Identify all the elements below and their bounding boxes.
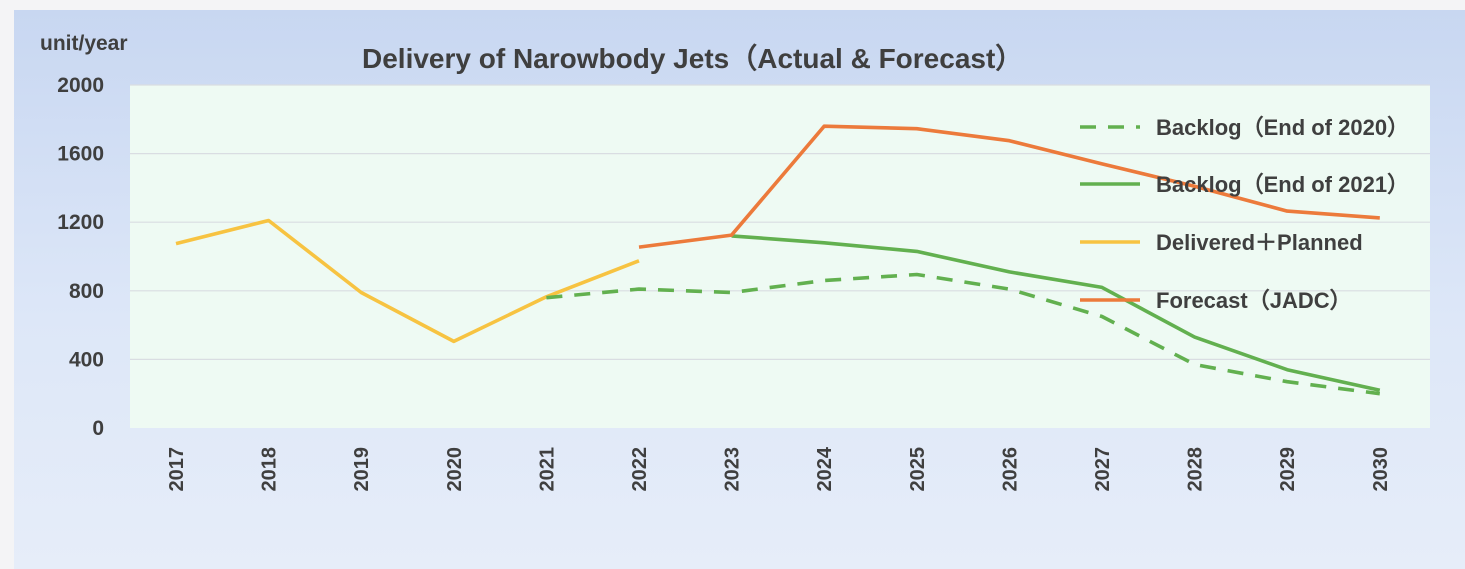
x-tick-label: 2019 (351, 447, 373, 492)
y-axis-unit-label: unit/year (40, 32, 128, 55)
x-tick-label: 2029 (1277, 447, 1299, 492)
grid-lines (130, 84, 1430, 360)
y-tick-label: 2000 (57, 74, 104, 97)
x-tick-label: 2028 (1185, 447, 1207, 492)
x-tick-label: 2026 (999, 447, 1021, 492)
y-tick-label: 400 (69, 348, 104, 371)
series-lines (175, 124, 1381, 396)
x-tick-label: 2027 (1092, 447, 1114, 492)
y-tick-label: 0 (92, 417, 104, 440)
legend: Backlog（End of 2020） Backlog（End of 2021）… (1080, 115, 1409, 313)
line-chart: 0 400 800 1200 1600 2000 2017 2018 2019 2020 2021… (40, 32, 1430, 492)
series-line-3 (638, 124, 1380, 249)
chart-frame: 0 400 800 1200 1600 2000 2017 2018 2019 2020 2021… (14, 10, 1465, 569)
plot-area (130, 85, 1430, 428)
legend-label: Backlog（End of 2021） (1156, 172, 1409, 197)
series-line-0 (546, 272, 1381, 396)
x-tick-label: 2022 (629, 447, 651, 492)
y-tick-label: 1600 (57, 143, 104, 166)
x-tick-label: 2017 (166, 447, 188, 492)
x-tick-label: 2030 (1370, 447, 1392, 492)
x-tick-label: 2020 (444, 447, 466, 492)
x-tick-label: 2021 (536, 447, 558, 492)
series-line-2 (175, 218, 640, 344)
legend-label: Backlog（End of 2020） (1156, 115, 1409, 140)
chart-title: Delivery of Narowbody Jets（Actual & Fore… (362, 42, 1023, 74)
y-axis-ticks: 0 400 800 1200 1600 2000 (57, 74, 104, 440)
y-tick-label: 800 (69, 280, 104, 303)
series-line-1 (731, 234, 1381, 393)
legend-label: Delivered＋Planned (1156, 230, 1363, 255)
x-axis-ticks: 2017 2018 2019 2020 2021 2022 2023 2024 2025 2026… (166, 446, 1392, 491)
x-tick-label: 2024 (814, 446, 836, 491)
y-tick-label: 1200 (57, 211, 104, 234)
x-tick-label: 2023 (722, 447, 744, 492)
x-tick-label: 2018 (259, 447, 281, 492)
legend-label: Forecast（JADC） (1156, 288, 1352, 313)
x-tick-label: 2025 (907, 447, 929, 492)
